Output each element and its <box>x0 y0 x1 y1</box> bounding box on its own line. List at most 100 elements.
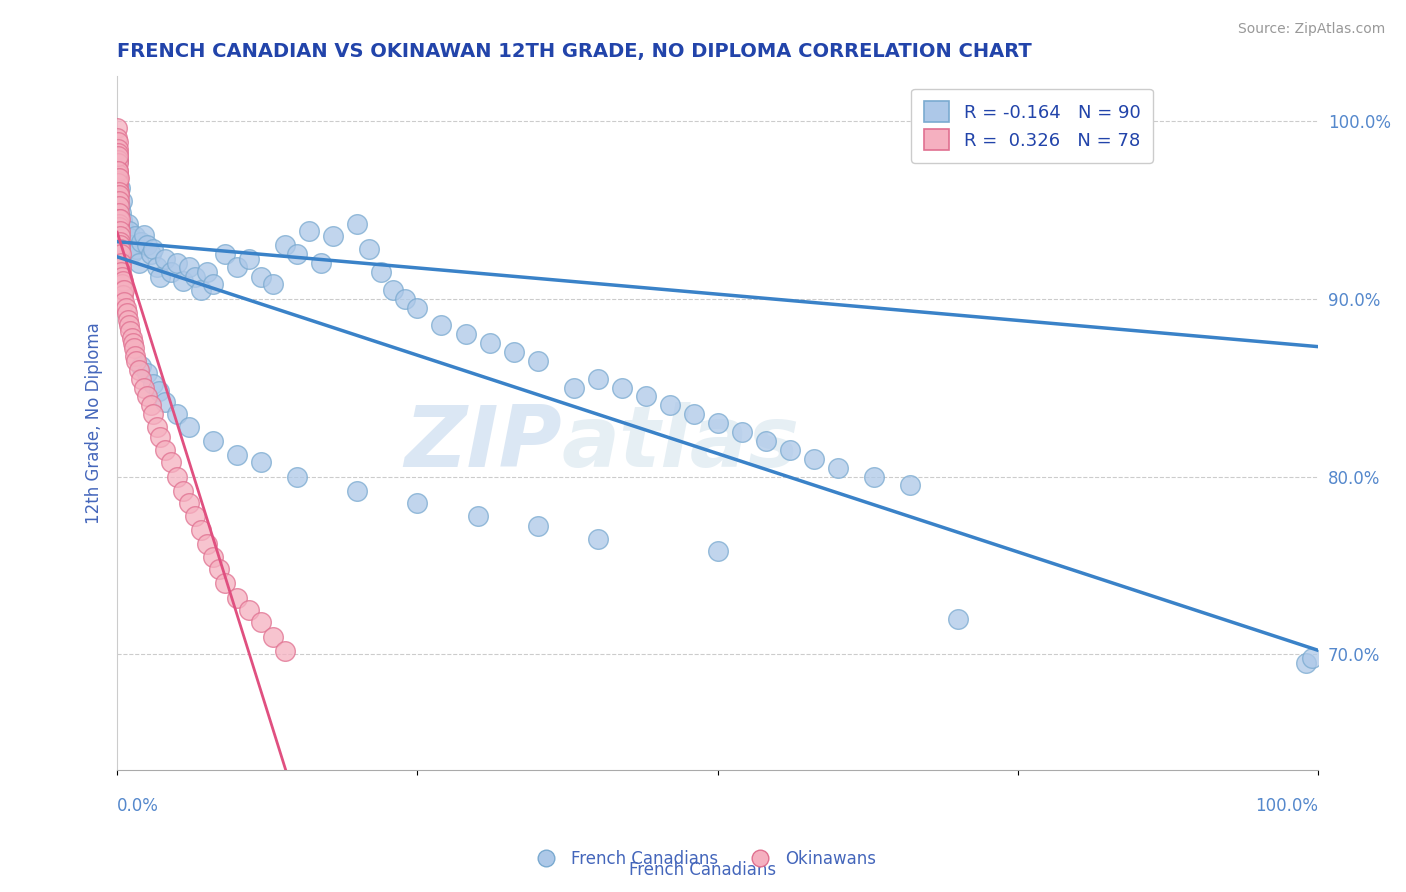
Point <box>160 455 183 469</box>
Point <box>107 131 129 145</box>
Point <box>136 389 159 403</box>
Text: ZIP: ZIP <box>404 402 561 485</box>
Point <box>467 508 489 523</box>
Point <box>430 318 453 333</box>
Point <box>110 242 132 256</box>
Point <box>108 199 131 213</box>
Point <box>172 274 194 288</box>
Point <box>115 242 138 256</box>
Point <box>107 149 129 163</box>
Point <box>107 185 129 199</box>
Point <box>779 442 801 457</box>
Point <box>114 301 136 315</box>
Point <box>166 469 188 483</box>
Point <box>586 532 609 546</box>
Point <box>1301 651 1323 665</box>
Text: French Canadians: French Canadians <box>630 861 776 879</box>
Point <box>634 389 657 403</box>
Point <box>238 603 260 617</box>
Point <box>346 483 368 498</box>
Point <box>107 170 129 185</box>
Point <box>125 242 148 256</box>
Point <box>107 120 129 135</box>
Point <box>142 407 165 421</box>
Point <box>139 247 162 261</box>
Point <box>359 242 381 256</box>
Point <box>478 336 501 351</box>
Point <box>108 220 131 235</box>
Text: Source: ZipAtlas.com: Source: ZipAtlas.com <box>1237 22 1385 37</box>
Point <box>226 448 249 462</box>
Point <box>107 167 129 181</box>
Point <box>107 153 129 167</box>
Point <box>129 359 152 374</box>
Point <box>111 194 134 208</box>
Point <box>124 349 146 363</box>
Point <box>108 199 131 213</box>
Point <box>160 265 183 279</box>
Point <box>731 425 754 439</box>
Point <box>108 238 131 252</box>
Point <box>107 176 129 190</box>
Point <box>285 469 308 483</box>
Point <box>118 318 141 333</box>
Point <box>110 265 132 279</box>
Point <box>107 167 129 181</box>
Point <box>214 576 236 591</box>
Point <box>122 342 145 356</box>
Point <box>110 260 132 274</box>
Point <box>250 615 273 630</box>
Point <box>370 265 392 279</box>
Point <box>108 229 131 244</box>
Point <box>107 174 129 188</box>
Point <box>108 194 131 208</box>
Point <box>195 537 218 551</box>
Point <box>502 345 524 359</box>
Point <box>128 363 150 377</box>
Point <box>124 229 146 244</box>
Point <box>117 217 139 231</box>
Point <box>128 256 150 270</box>
Point <box>121 331 143 345</box>
Point <box>202 549 225 564</box>
Point <box>112 227 135 242</box>
Point <box>285 247 308 261</box>
Point <box>142 377 165 392</box>
Point <box>658 398 681 412</box>
Point <box>108 211 131 226</box>
Point <box>107 163 129 178</box>
Point <box>108 217 131 231</box>
Point <box>1295 657 1317 671</box>
Point <box>132 381 155 395</box>
Point <box>562 381 585 395</box>
Point <box>120 324 142 338</box>
Point <box>202 277 225 292</box>
Point <box>136 238 159 252</box>
Point <box>586 372 609 386</box>
Text: 100.0%: 100.0% <box>1256 797 1319 814</box>
Point <box>107 135 129 149</box>
Point <box>107 142 129 156</box>
Point <box>112 283 135 297</box>
Point <box>610 381 633 395</box>
Point <box>111 277 134 292</box>
Point <box>146 419 169 434</box>
Point <box>946 612 969 626</box>
Point <box>149 270 172 285</box>
Point <box>118 224 141 238</box>
Point <box>803 451 825 466</box>
Point <box>250 270 273 285</box>
Point <box>682 407 704 421</box>
Point <box>142 242 165 256</box>
Point <box>108 235 131 249</box>
Y-axis label: 12th Grade, No Diploma: 12th Grade, No Diploma <box>86 322 103 524</box>
Point <box>226 591 249 605</box>
Point <box>139 398 162 412</box>
Point <box>108 224 131 238</box>
Point <box>190 523 212 537</box>
Legend: R = -0.164   N = 90, R =  0.326   N = 78: R = -0.164 N = 90, R = 0.326 N = 78 <box>911 88 1153 163</box>
Point <box>382 283 405 297</box>
Point <box>311 256 333 270</box>
Text: FRENCH CANADIAN VS OKINAWAN 12TH GRADE, NO DIPLOMA CORRELATION CHART: FRENCH CANADIAN VS OKINAWAN 12TH GRADE, … <box>117 42 1032 61</box>
Point <box>526 354 548 368</box>
